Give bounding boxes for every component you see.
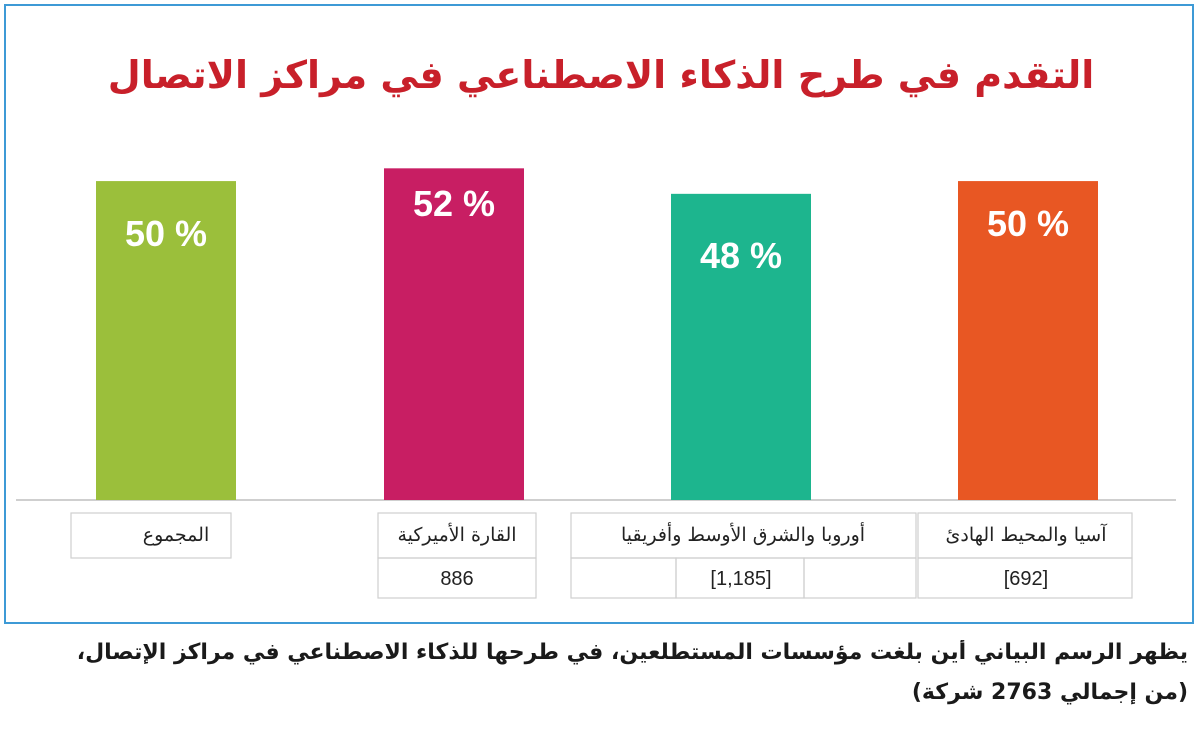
count-label-2: 886 (440, 568, 473, 590)
count-cell-4 (917, 557, 1133, 599)
caption-line-1: يظهر الرسم البياني أين بلغت مؤسسات المست… (76, 640, 1188, 665)
count-cell-2 (377, 557, 537, 599)
caption-line-2: (من إجمالي 2763 شركة) (911, 680, 1188, 705)
category-label-4: آسيا والمحيط الهادئ (945, 523, 1107, 546)
category-label-3: أوروبا والشرق الأوسط وأفريقيا (621, 521, 865, 546)
bar-value-label-1: 50 % (125, 213, 207, 254)
bar-value-label-4: 50 % (987, 203, 1069, 244)
bar-chart: التقدم في طرح الذكاء الاصطناعي في مراكز … (16, 53, 1176, 599)
bar-value-label-2: 52 % (413, 183, 495, 224)
count-cell-3 (675, 557, 805, 599)
chart-title: التقدم في طرح الذكاء الاصطناعي في مراكز … (108, 53, 1095, 98)
bar-3 (671, 193, 811, 501)
count-label-4: [692] (1004, 568, 1048, 590)
category-label-2: القارة الأميركية (397, 522, 516, 546)
category-cell-1 (70, 512, 232, 559)
chart-frame: التقدم في طرح الذكاء الاصطناعي في مراكز … (4, 4, 1194, 624)
bar-value-label-3: 48 % (700, 235, 782, 276)
empty-count-cell-2 (803, 557, 917, 599)
empty-count-cell-1 (570, 557, 677, 599)
bar-1 (96, 181, 236, 500)
category-table: المجموع القارة الأميركية أوروبا والشرق الأ… (70, 512, 1133, 599)
bar-4 (958, 181, 1098, 500)
count-label-3: [1,185] (710, 568, 771, 590)
bar-2 (384, 168, 524, 500)
category-label-1: المجموع (143, 524, 209, 546)
bars-group: 50 % 52 % 48 % 50 % (96, 168, 1098, 501)
